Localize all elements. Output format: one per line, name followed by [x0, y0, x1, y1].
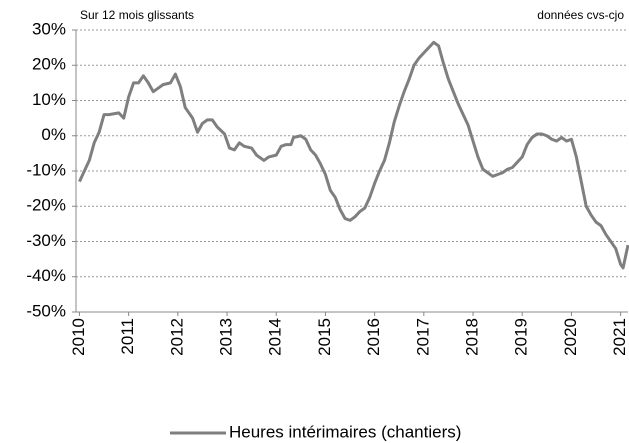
x-tick-label: 2010 [69, 318, 88, 356]
x-tick-label: 2013 [217, 318, 236, 356]
header-right: données cvs-cjo [537, 8, 624, 22]
y-tick-label: -20% [26, 196, 66, 215]
x-tick-label: 2011 [118, 318, 137, 355]
y-tick-label: -10% [26, 160, 66, 179]
x-tick-label: 2014 [266, 318, 285, 356]
y-tick-label: 0% [41, 125, 66, 144]
y-tick-label: 20% [32, 55, 66, 74]
x-tick-label: 2018 [463, 318, 482, 356]
x-tick-label: 2015 [315, 318, 334, 356]
x-tick-label: 2017 [413, 318, 432, 356]
x-tick-label: 2016 [364, 318, 383, 356]
y-tick-label: -30% [26, 231, 66, 250]
x-tick-label: 2019 [512, 318, 531, 356]
header-left: Sur 12 mois glissants [80, 8, 194, 22]
y-tick-label: -50% [26, 301, 66, 320]
y-tick-label: 10% [32, 90, 66, 109]
x-tick-label: 2021 [610, 318, 629, 356]
legend-label: Heures intérimaires (chantiers) [229, 422, 461, 441]
x-tick-label: 2012 [167, 318, 186, 356]
x-tick-label: 2020 [561, 318, 580, 356]
series-line [78, 40, 629, 270]
y-tick-label: -40% [26, 266, 66, 285]
y-tick-label: 30% [32, 19, 66, 38]
